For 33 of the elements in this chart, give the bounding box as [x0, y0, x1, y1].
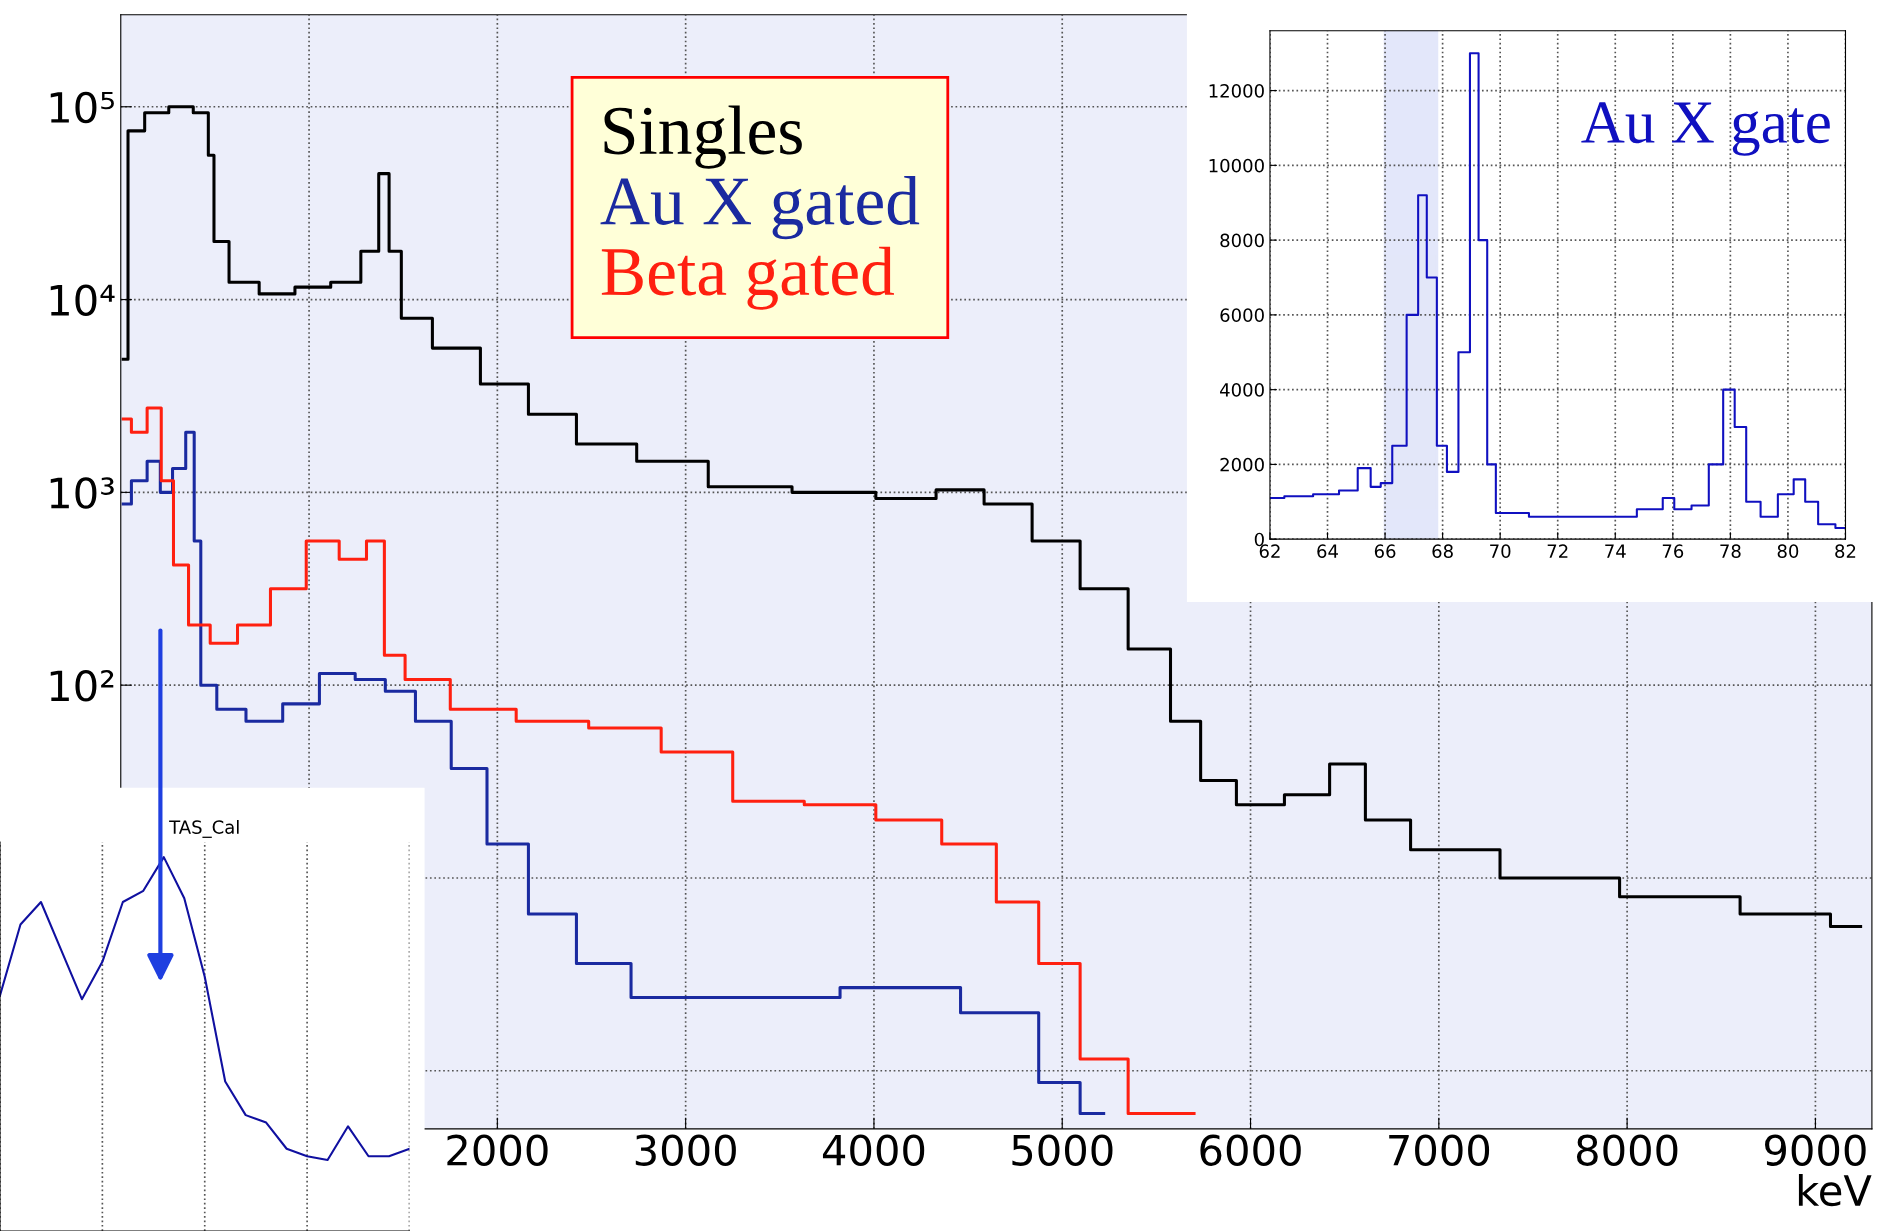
annotation: Au X gate	[1581, 102, 1830, 156]
x-tick-label: 4000	[822, 1134, 925, 1166]
x-tick-label: 7000	[1389, 1134, 1490, 1166]
text: Au X gated	[600, 176, 920, 240]
x-tick-label: 5000	[1012, 1134, 1113, 1166]
x-tick-label: 9000	[1765, 1134, 1866, 1166]
x-tick-label: 70	[1490, 544, 1511, 559]
x-tick-label: 3000	[635, 1134, 736, 1166]
x-tick-label: 76	[1662, 544, 1684, 559]
y-tick-label: 10⁴	[50, 284, 115, 316]
y-tick-label: 6000	[1220, 308, 1264, 322]
y-tick-label: 10000	[1209, 158, 1264, 173]
x-axis-title: keV	[1798, 1174, 1872, 1207]
x-tick-label: 64	[1317, 544, 1338, 559]
y-tick-label: 10²	[50, 670, 114, 702]
y-tick-label: 8000	[1220, 233, 1264, 248]
x-tick-label: 74	[1605, 544, 1626, 558]
text: Singles	[604, 105, 802, 169]
y-tick-label: 4000	[1220, 383, 1264, 397]
x-tick-label: 72	[1547, 544, 1568, 558]
text: Beta gated	[601, 246, 895, 310]
x-tick-label: 66	[1374, 544, 1396, 559]
x-tick-label: 82	[1835, 544, 1856, 559]
y-tick-label: 12000	[1209, 84, 1264, 98]
x-tick-label: 78	[1720, 544, 1741, 559]
x-tick-label: 8000	[1576, 1134, 1678, 1166]
x-tick-label: 68	[1432, 544, 1453, 559]
y-tick-label: 10³	[50, 477, 114, 509]
y-tick-label: 2000	[1220, 457, 1264, 472]
chart-title: TAS_Cal	[169, 819, 239, 838]
x-tick-label: 80	[1777, 544, 1799, 559]
y-tick-label: 10⁵	[50, 91, 114, 124]
x-tick-label: 2000	[447, 1134, 548, 1166]
